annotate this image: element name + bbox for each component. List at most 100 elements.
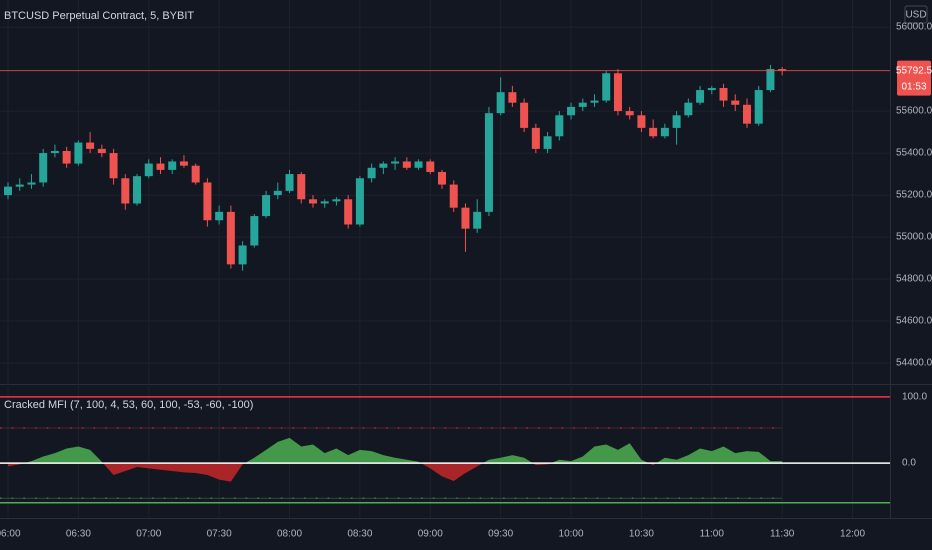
candle-body (179, 161, 188, 166)
y-tick-label: 54600.0 (896, 316, 932, 327)
candle-body (555, 115, 564, 137)
candle-body (86, 142, 95, 149)
candle-body (133, 176, 142, 204)
candle-body (121, 178, 130, 204)
candle-body (215, 211, 224, 221)
candle-body (156, 163, 165, 170)
x-tick-label: 07:00 (136, 529, 161, 540)
candle-body (742, 104, 751, 124)
chart-title: BTCUSD Perpetual Contract, 5, BYBIT (4, 10, 194, 22)
candle-body (731, 100, 740, 105)
candle-body (250, 216, 259, 246)
candle-body (39, 153, 48, 183)
y-tick-label: 55200.0 (896, 190, 932, 201)
candle-body (590, 100, 599, 103)
candle-body (578, 102, 587, 107)
x-tick-label: 07:30 (207, 529, 232, 540)
indicator-title: Cracked MFI (7, 100, 4, 53, 60, 100, -53… (4, 399, 253, 411)
candle-body (273, 190, 282, 196)
candle-body (344, 199, 353, 225)
y-tick-label: 100.0 (902, 392, 927, 403)
candle-body (672, 115, 681, 128)
candle-body (426, 161, 435, 172)
y-tick-label: 55400.0 (896, 148, 932, 159)
candle-body (684, 102, 693, 116)
x-tick-label: 10:30 (629, 529, 654, 540)
candle-body (191, 165, 200, 183)
candle-body (168, 161, 177, 170)
x-tick-label: 10:00 (559, 529, 584, 540)
unit-box (904, 5, 928, 24)
candle-body (50, 150, 59, 154)
candle-body (355, 178, 364, 225)
candle-body (144, 163, 153, 177)
x-tick-label: 12:00 (840, 529, 865, 540)
x-tick-label: 09:30 (488, 529, 513, 540)
candle-body (262, 195, 271, 217)
last-price-label: 55792.5 (896, 65, 932, 76)
x-tick-label: 11:00 (700, 529, 725, 540)
candle-body (414, 161, 423, 168)
area-positive (24, 437, 783, 464)
candle-body (74, 142, 83, 164)
candle-body (226, 211, 235, 265)
candle-body (696, 90, 705, 103)
candle-body (637, 115, 646, 128)
x-tick-label: 06:30 (66, 529, 91, 540)
x-tick-label: 09:00 (418, 529, 443, 540)
last-price-box (897, 60, 931, 96)
candle-body (297, 174, 306, 200)
y-tick-label: 0.0 (902, 458, 916, 469)
candle-body (391, 161, 400, 164)
candle-body (660, 127, 669, 137)
candle-body (520, 102, 529, 128)
candle-body (62, 150, 71, 164)
candle-body (320, 201, 329, 204)
candle-body (473, 211, 482, 229)
candle-body (15, 184, 24, 187)
candle-body (285, 174, 294, 191)
y-tick-label: 55600.0 (896, 106, 932, 117)
candle-body (332, 199, 341, 202)
candle-body (754, 90, 763, 124)
candle-body (238, 245, 247, 265)
candle-body (649, 127, 658, 137)
candle-body (308, 199, 317, 204)
candle-body (97, 148, 106, 154)
candle-body (461, 207, 470, 229)
candle-body (367, 167, 376, 179)
candle-body (625, 111, 634, 116)
candle-body (613, 73, 622, 112)
candle-body (379, 163, 388, 168)
candle-body (402, 161, 411, 168)
candle-body (567, 106, 576, 116)
candle-body (4, 186, 12, 196)
countdown-label: 01:53 (901, 81, 926, 92)
y-tick-label: 54800.0 (896, 274, 932, 285)
candle-body (438, 171, 447, 185)
candle-body (707, 87, 716, 91)
candle-body (484, 113, 493, 212)
y-tick-label: 55000.0 (896, 232, 932, 243)
candle-body (449, 184, 458, 208)
candle-body (602, 73, 611, 101)
y-tick-label: 56000.0 (896, 22, 932, 33)
candle-body (27, 182, 36, 185)
candle-body (109, 153, 118, 179)
y-unit: USD (905, 10, 926, 21)
candle-body (766, 69, 775, 91)
x-tick-label: 11:30 (770, 529, 795, 540)
candle-body (778, 69, 787, 71)
y-tick-label: 54400.0 (896, 358, 932, 369)
x-tick-label: 06:00 (0, 529, 21, 540)
candle-body (496, 92, 505, 114)
x-tick-label: 08:00 (277, 529, 302, 540)
candle-body (531, 127, 540, 149)
candle-body (719, 87, 728, 101)
candle-body (203, 182, 212, 221)
candle-body (508, 92, 517, 103)
x-tick-label: 08:30 (347, 529, 372, 540)
